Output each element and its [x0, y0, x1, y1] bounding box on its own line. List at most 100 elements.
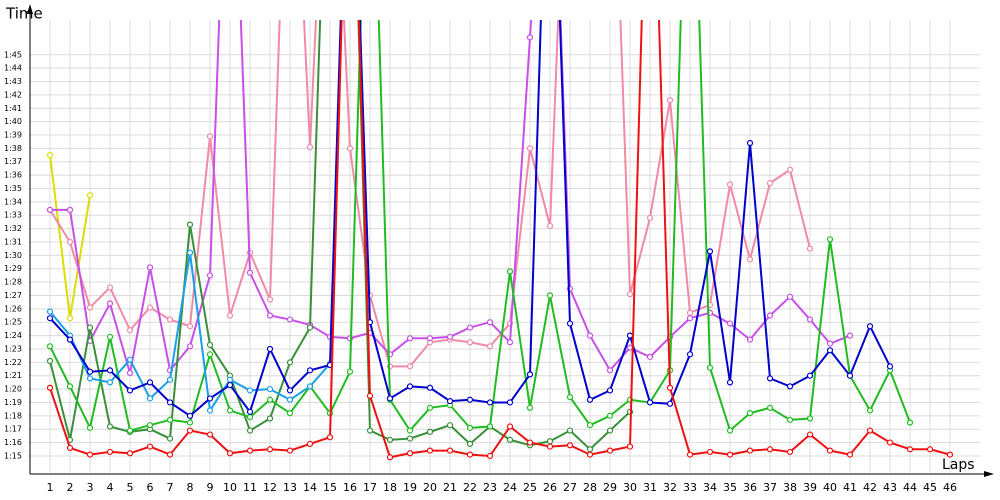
x-tick-label: 37 — [763, 481, 777, 494]
data-point — [286, 410, 294, 417]
y-arrow — [27, 4, 33, 14]
data-point — [806, 415, 814, 422]
data-point — [346, 145, 354, 152]
data-point — [686, 309, 694, 316]
x-tick-label: 10 — [223, 481, 237, 494]
y-tick-label: 1:33 — [4, 211, 22, 220]
y-tick-label: 1:22 — [4, 358, 22, 367]
data-point — [926, 446, 934, 453]
data-point — [186, 412, 194, 419]
x-tick-label: 42 — [863, 481, 877, 494]
data-point — [166, 399, 174, 406]
data-point — [506, 399, 514, 406]
data-point — [746, 336, 754, 343]
data-point — [326, 434, 334, 441]
data-point — [746, 410, 754, 417]
data-point — [806, 372, 814, 379]
data-point — [466, 451, 474, 458]
data-point — [526, 145, 534, 152]
data-point — [446, 447, 454, 454]
data-point — [206, 272, 214, 279]
data-point — [426, 404, 434, 411]
data-point — [606, 367, 614, 374]
data-point — [126, 327, 134, 334]
data-point — [286, 359, 294, 366]
y-tick-label: 1:24 — [4, 331, 22, 340]
x-tick-label: 12 — [263, 481, 277, 494]
data-point — [586, 396, 594, 403]
data-point — [466, 396, 474, 403]
ticks: 1:15 1:16 1:17 1:18 1:19 1:20 1:21 1:22 1:23 1:24… — [4, 50, 957, 494]
y-tick-label: 1:18 — [4, 411, 22, 420]
data-point — [126, 387, 134, 394]
data-point — [166, 376, 174, 383]
y-tick-label: 1:27 — [4, 291, 22, 300]
data-point — [406, 450, 414, 457]
data-point — [526, 371, 534, 378]
x-tick-label: 39 — [803, 481, 817, 494]
data-point — [486, 423, 494, 430]
data-point — [906, 446, 914, 453]
data-point — [306, 324, 314, 331]
data-point — [686, 451, 694, 458]
x-tick-label: 31 — [643, 481, 657, 494]
data-point — [706, 248, 714, 255]
data-point — [886, 363, 894, 370]
data-point — [846, 372, 854, 379]
data-point — [466, 324, 474, 331]
data-point — [786, 383, 794, 390]
data-point — [706, 364, 714, 371]
data-point — [66, 336, 74, 343]
data-point — [206, 407, 214, 414]
data-point — [246, 427, 254, 434]
data-point — [126, 450, 134, 457]
x-tick-label: 18 — [383, 481, 397, 494]
data-point — [786, 293, 794, 300]
data-point — [226, 407, 234, 414]
y-tick-label: 1:19 — [4, 398, 22, 407]
data-point — [506, 423, 514, 430]
data-point — [346, 368, 354, 375]
data-point — [266, 312, 274, 319]
data-point — [806, 316, 814, 323]
data-point — [86, 424, 94, 431]
x-tick-label: 43 — [883, 481, 897, 494]
data-point — [106, 300, 114, 307]
y-tick-label: 1:21 — [4, 371, 22, 380]
data-point — [86, 368, 94, 375]
x-tick-label: 24 — [503, 481, 517, 494]
y-tick-label: 1:31 — [4, 237, 22, 246]
data-point — [426, 384, 434, 391]
data-point — [186, 323, 194, 330]
x-tick-label: 2 — [67, 481, 74, 494]
data-point — [726, 320, 734, 327]
data-point — [186, 343, 194, 350]
x-tick-label: 3 — [87, 481, 94, 494]
y-tick-label: 1:20 — [4, 385, 22, 394]
x-tick-label: 21 — [443, 481, 457, 494]
data-point — [486, 452, 494, 460]
grid — [30, 20, 980, 474]
data-point — [906, 419, 914, 426]
y-tick-label: 1:25 — [4, 318, 22, 327]
x-tick-label: 41 — [843, 481, 857, 494]
data-point — [246, 269, 254, 276]
data-point — [766, 404, 774, 411]
data-point — [306, 143, 314, 151]
data-point — [386, 436, 394, 443]
data-point — [826, 340, 834, 347]
x-tick-label: 25 — [523, 481, 537, 494]
data-point — [106, 448, 114, 456]
data-point — [146, 395, 154, 402]
data-point — [226, 312, 234, 319]
data-point — [866, 407, 874, 414]
data-point — [606, 412, 614, 419]
x-tick-label: 17 — [363, 481, 377, 494]
data-point — [146, 304, 154, 311]
x-tick-label: 29 — [603, 481, 617, 494]
y-tick-label: 1:15 — [4, 451, 22, 460]
data-point — [886, 439, 894, 446]
data-point — [246, 408, 254, 415]
y-tick-label: 1:40 — [4, 117, 22, 126]
